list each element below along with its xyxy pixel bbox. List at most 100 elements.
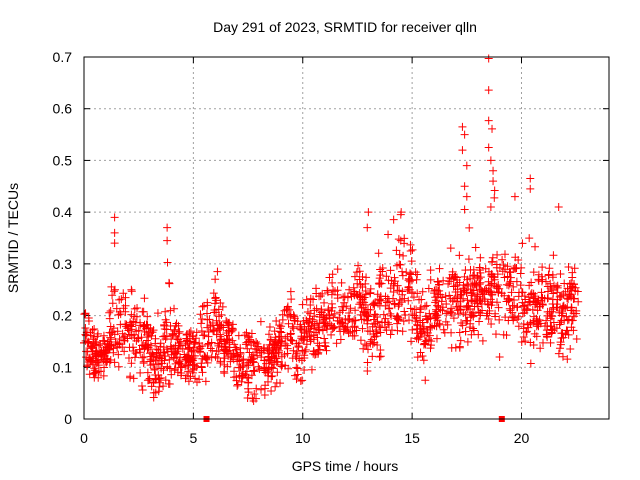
data-point bbox=[300, 347, 309, 356]
data-point bbox=[290, 371, 299, 380]
data-point bbox=[525, 297, 534, 306]
data-point bbox=[175, 339, 184, 348]
data-point bbox=[476, 285, 485, 294]
data-point bbox=[492, 263, 501, 272]
data-point bbox=[393, 326, 402, 335]
data-point bbox=[144, 333, 153, 342]
data-point bbox=[355, 275, 364, 284]
data-point bbox=[268, 339, 277, 348]
data-point bbox=[309, 347, 318, 356]
data-point bbox=[203, 315, 212, 324]
data-point bbox=[421, 340, 430, 349]
data-point bbox=[121, 293, 130, 302]
data-point bbox=[236, 363, 245, 372]
data-point bbox=[138, 307, 147, 316]
data-point bbox=[512, 264, 521, 273]
data-point bbox=[416, 316, 425, 325]
data-point bbox=[110, 358, 119, 367]
data-point bbox=[327, 330, 336, 339]
data-point bbox=[489, 272, 498, 281]
data-point bbox=[346, 289, 355, 298]
data-point bbox=[556, 318, 565, 327]
data-point bbox=[437, 297, 446, 306]
data-point bbox=[166, 342, 175, 351]
data-point bbox=[131, 349, 140, 358]
data-point bbox=[567, 303, 576, 312]
data-point bbox=[111, 338, 120, 347]
data-point bbox=[409, 293, 418, 302]
data-point bbox=[463, 305, 472, 314]
data-point bbox=[303, 308, 312, 317]
data-point bbox=[211, 275, 220, 284]
data-point bbox=[86, 357, 95, 366]
data-point bbox=[121, 307, 130, 316]
data-point bbox=[225, 335, 234, 344]
data-point bbox=[557, 307, 566, 316]
data-point bbox=[549, 318, 558, 327]
data-point bbox=[188, 366, 197, 375]
data-point bbox=[348, 327, 357, 336]
data-point bbox=[472, 281, 481, 290]
data-point bbox=[412, 313, 421, 322]
data-point bbox=[556, 270, 565, 279]
data-point bbox=[167, 347, 176, 356]
data-point bbox=[463, 275, 472, 284]
data-point bbox=[244, 388, 253, 397]
data-point bbox=[206, 321, 215, 330]
data-point bbox=[563, 284, 572, 293]
data-point bbox=[526, 338, 535, 347]
data-point bbox=[287, 336, 296, 345]
data-point bbox=[529, 268, 538, 277]
data-point bbox=[399, 317, 408, 326]
data-point bbox=[260, 391, 269, 400]
data-point bbox=[249, 366, 258, 375]
data-point bbox=[198, 302, 207, 311]
data-point bbox=[284, 364, 293, 373]
data-point bbox=[261, 381, 270, 390]
data-point bbox=[300, 366, 309, 375]
data-point bbox=[511, 253, 520, 262]
data-point bbox=[574, 297, 583, 306]
data-point bbox=[447, 328, 456, 337]
data-point bbox=[217, 321, 226, 330]
data-point bbox=[552, 300, 561, 309]
data-point bbox=[153, 309, 162, 318]
data-point bbox=[85, 370, 94, 379]
data-point bbox=[267, 386, 276, 395]
data-point bbox=[487, 290, 496, 299]
data-point bbox=[349, 283, 358, 292]
data-point bbox=[469, 286, 478, 295]
data-point bbox=[91, 368, 100, 377]
data-point bbox=[379, 310, 388, 319]
data-point bbox=[267, 372, 276, 381]
data-point bbox=[245, 348, 254, 357]
data-point bbox=[110, 239, 119, 248]
data-point bbox=[394, 315, 403, 324]
data-point bbox=[119, 333, 128, 342]
data-point bbox=[114, 362, 123, 371]
data-point bbox=[395, 286, 404, 295]
data-point bbox=[538, 263, 547, 272]
data-point bbox=[154, 374, 163, 383]
data-point bbox=[304, 322, 313, 331]
data-point bbox=[422, 301, 431, 310]
y-axis-label: SRMTID / TECUs bbox=[5, 183, 21, 293]
data-point bbox=[406, 269, 415, 278]
data-point bbox=[100, 363, 109, 372]
data-point bbox=[396, 260, 405, 269]
data-point bbox=[495, 352, 504, 361]
data-point bbox=[102, 358, 111, 367]
data-point bbox=[340, 298, 349, 307]
data-point bbox=[427, 322, 436, 331]
data-point bbox=[82, 353, 91, 362]
data-point bbox=[434, 278, 443, 287]
data-point bbox=[339, 293, 348, 302]
data-point bbox=[421, 302, 430, 311]
data-point bbox=[134, 334, 143, 343]
data-point bbox=[554, 202, 563, 211]
data-point bbox=[373, 290, 382, 299]
data-point bbox=[439, 325, 448, 334]
data-point bbox=[356, 280, 365, 289]
data-point bbox=[113, 343, 122, 352]
data-point bbox=[204, 339, 213, 348]
